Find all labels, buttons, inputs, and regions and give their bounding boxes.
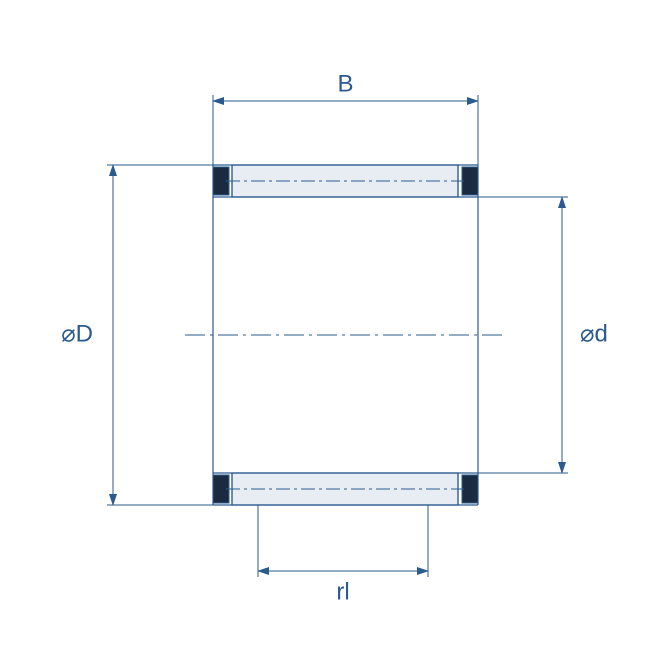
label-B: B [337, 70, 353, 97]
label-rl: rl [336, 578, 349, 605]
label-d: ⌀d [580, 320, 608, 347]
cage-end [462, 167, 478, 195]
cage-end [462, 475, 478, 503]
label-D: ⌀D [61, 320, 93, 347]
bearing-diagram: Brl ⌀D ⌀d [0, 0, 670, 670]
